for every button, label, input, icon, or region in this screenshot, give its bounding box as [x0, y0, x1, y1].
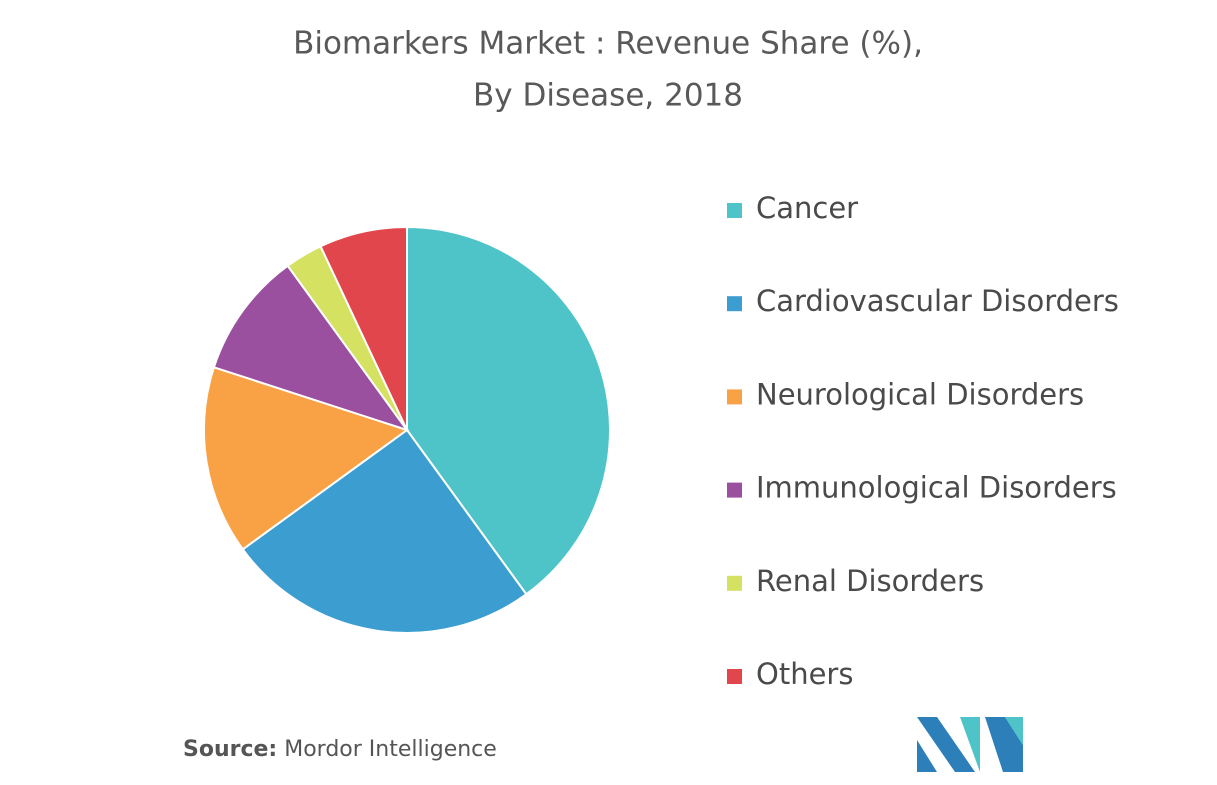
- legend-label: Renal Disorders: [756, 564, 984, 598]
- legend-label: Cardiovascular Disorders: [756, 284, 1119, 318]
- legend-label: Immunological Disorders: [756, 471, 1117, 505]
- source-text: Mordor Intelligence: [284, 737, 497, 762]
- legend-swatch: [727, 203, 742, 218]
- legend-label: Others: [756, 657, 853, 691]
- source: Source: Mordor Intelligence: [183, 737, 497, 762]
- legend-label: Cancer: [756, 191, 858, 225]
- source-label: Source:: [183, 737, 277, 762]
- logo: [917, 717, 1023, 772]
- legend-swatch: [727, 669, 742, 684]
- legend-swatch: [727, 575, 742, 591]
- pie-slice: [406, 225, 611, 596]
- pie-slice: [212, 264, 410, 432]
- chart-title: Biomarkers Market : Revenue Share (%),: [293, 26, 923, 62]
- chart-title: By Disease, 2018: [473, 78, 743, 114]
- pie-slice: [203, 366, 410, 551]
- legend-label: Neurological Disorders: [756, 377, 1084, 411]
- legend-swatch: [727, 482, 742, 498]
- legend-swatch: [727, 296, 742, 312]
- pie-slice: [241, 428, 528, 634]
- pie-slice: [319, 225, 408, 431]
- legend-swatch: [727, 389, 742, 405]
